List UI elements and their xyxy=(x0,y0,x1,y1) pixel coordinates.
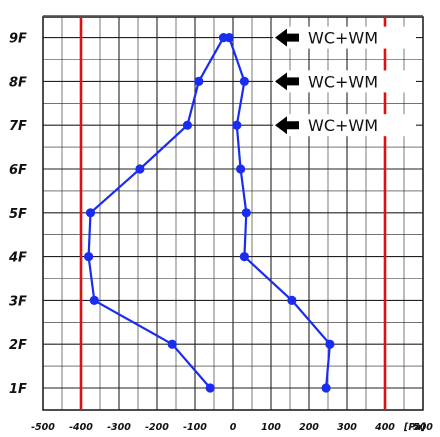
annotation-label: WC+WM xyxy=(308,72,378,91)
arrow-left-icon xyxy=(275,72,299,91)
annotations: WC+WM WC+WM WC+WM xyxy=(273,26,416,137)
x-tick-labels: -500 -400 -300 -200 -100 0 100 200 300 400 500 xyxy=(31,422,433,433)
data-point xyxy=(89,295,99,305)
arrow-left-icon xyxy=(275,28,299,47)
floor-labels: 1F 2F 3F 4F 5F 6F 7F 8F 9F xyxy=(8,32,27,397)
data-point xyxy=(232,120,242,130)
data-point xyxy=(194,76,204,86)
data-point xyxy=(85,208,96,218)
data-point xyxy=(325,339,335,349)
data-point xyxy=(182,120,192,130)
annotation-backdrop xyxy=(273,26,416,49)
x-unit-label: [Pa] xyxy=(403,422,426,433)
x-tick-label: 100 xyxy=(261,422,281,433)
x-tick-label: -300 xyxy=(107,422,131,433)
annotation-label: WC+WM xyxy=(308,29,378,48)
x-tick-label: 200 xyxy=(299,422,319,433)
x-tick-label: -200 xyxy=(145,422,169,433)
floor-label: 2F xyxy=(9,338,27,353)
floor-label: 7F xyxy=(9,119,27,134)
data-point xyxy=(205,383,215,393)
floor-label: 8F xyxy=(9,75,27,90)
floor-label: 4F xyxy=(8,251,27,266)
x-tick-label: 300 xyxy=(337,422,357,433)
annotation-label: WC+WM xyxy=(308,116,378,135)
floor-label: 5F xyxy=(9,207,27,222)
data-point xyxy=(239,252,249,262)
floor-label: 6F xyxy=(9,163,27,178)
x-tick-label: -400 xyxy=(69,422,93,433)
data-point xyxy=(236,164,246,174)
data-point xyxy=(287,295,297,305)
data-point xyxy=(224,33,234,43)
data-point xyxy=(239,76,249,86)
x-tick-label: 400 xyxy=(374,422,395,433)
data-point xyxy=(241,208,251,218)
data-point xyxy=(321,383,331,393)
data-point xyxy=(167,339,177,349)
floor-label: 3F xyxy=(9,294,27,309)
floor-label: 9F xyxy=(9,32,27,47)
x-tick-label: 0 xyxy=(230,422,237,433)
series xyxy=(84,33,335,393)
arrow-left-icon xyxy=(275,116,299,135)
annotation-backdrop xyxy=(273,70,416,93)
x-tick-label: -100 xyxy=(183,422,207,433)
data-point xyxy=(84,252,94,262)
annotation-backdrop xyxy=(273,114,416,137)
grid xyxy=(42,15,424,411)
x-tick-label: -500 xyxy=(31,422,55,433)
floor-label: 1F xyxy=(9,382,27,397)
x-tick-label: 500 xyxy=(413,422,433,433)
data-point xyxy=(135,164,145,174)
